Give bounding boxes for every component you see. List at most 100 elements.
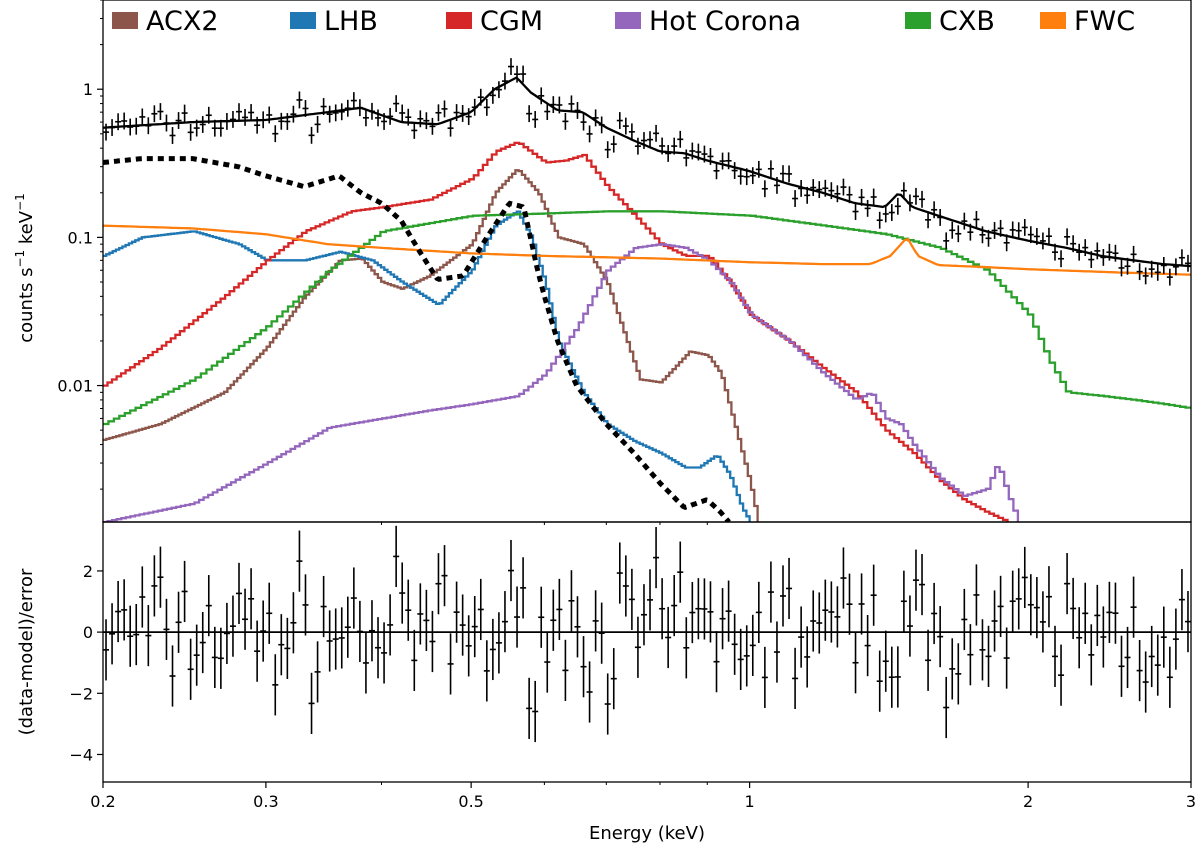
spectrum-datapoint: [326, 105, 333, 123]
spectrum-datapoint: [133, 117, 140, 135]
residual-point: [556, 578, 563, 641]
spectrum-datapoint: [967, 223, 974, 241]
spectrum-datapoint: [1130, 245, 1137, 263]
spectrum-datapoint: [423, 112, 430, 130]
residual-point: [1015, 568, 1022, 630]
residual-point: [1039, 591, 1046, 653]
spectrum-datapoint: [163, 114, 170, 132]
residual-point: [520, 557, 527, 619]
residual-point: [919, 554, 926, 616]
residual-point: [236, 562, 242, 625]
residual-point: [314, 641, 321, 703]
spectrum-datapoint: [441, 100, 448, 118]
spectrum-datapoint: [1166, 268, 1173, 286]
legend-swatch-fwc: [1040, 12, 1066, 29]
residual-point: [568, 570, 575, 632]
residual-point: [163, 598, 170, 660]
spectrum-datapoint: [882, 205, 889, 223]
spectrum-datapoint: [139, 108, 146, 126]
residual-point: [483, 640, 490, 702]
residual-point: [550, 589, 557, 651]
residual-point: [284, 617, 291, 679]
residual-point: [604, 673, 611, 735]
spectrum-datapoint: [236, 103, 242, 121]
residual-point: [991, 590, 998, 652]
spectrum-datapoint: [888, 204, 895, 221]
spectrum-datapoint: [483, 98, 490, 116]
residual-point: [115, 580, 122, 643]
residual-point: [937, 606, 944, 668]
residual-point: [459, 594, 466, 656]
residual-point: [302, 574, 309, 636]
residual-point: [332, 608, 339, 670]
spectrum-datapoint: [223, 112, 230, 130]
spectrum-datapoint: [532, 111, 539, 128]
residual-point: [647, 569, 654, 631]
residual-point: [477, 578, 484, 641]
spectrum-datapoint: [780, 165, 786, 183]
spectrum-datapoint: [550, 96, 557, 114]
residual-point: [254, 620, 261, 682]
residual-point: [1064, 553, 1071, 615]
spectrum-datapoint: [786, 165, 793, 183]
spectrum-datapoint: [435, 104, 442, 122]
spectrum-datapoint: [737, 167, 744, 185]
residual-point: [882, 630, 889, 692]
y-label-base: counts s: [16, 268, 37, 343]
residual-point: [701, 578, 708, 640]
spectrum-y-ticks: 0.01 0.1 1: [57, 0, 103, 490]
x-tick-label: 2: [1023, 792, 1033, 811]
residual-point: [683, 617, 690, 679]
spectrum-datapoint: [906, 194, 913, 212]
residual-point: [526, 677, 533, 739]
spectrum-datapoint: [677, 130, 684, 148]
spectrum-datapoint: [574, 102, 581, 119]
residual-point: [157, 546, 164, 608]
residual-point: [169, 645, 176, 707]
spectrum-datapoint: [109, 119, 116, 136]
residual-point: [858, 573, 865, 635]
energy-x-ticks: 0.2 0.3 0.5 1 2 3: [90, 522, 1196, 811]
y-label-mid: keV: [16, 210, 37, 250]
residual-point: [792, 647, 799, 710]
legend-label-fwc: FWC: [1074, 6, 1135, 37]
residual-y-tick-label: 2: [83, 562, 93, 581]
spectrum-datapoint: [501, 72, 508, 90]
spectrum-datapoint: [115, 113, 122, 131]
residual-points-group: [103, 525, 1191, 743]
spectrum-datapoint: [217, 119, 224, 137]
spectrum-datapoint: [199, 116, 206, 133]
spectrum-datapoint: [792, 190, 799, 207]
spectrum-datapoint: [731, 162, 738, 179]
spectrum-datapoint: [961, 212, 968, 230]
residual-point: [151, 555, 158, 617]
legend-entry-fwc: FWC: [1040, 6, 1135, 37]
spectrum-datapoint: [955, 225, 962, 243]
spectrum-datapoint: [665, 144, 672, 162]
residual-point: [223, 602, 230, 665]
residual-point: [786, 557, 793, 620]
residual-point: [187, 638, 194, 700]
spectrum-datapoint: [538, 87, 545, 105]
spectrum-datapoint: [193, 119, 200, 137]
spectrum-datapoint: [810, 179, 817, 196]
residual-point: [852, 632, 859, 694]
residual-point: [894, 646, 901, 708]
spectrum-datapoint: [338, 103, 345, 121]
residual-point: [393, 525, 400, 588]
spectrum-datapoint: [719, 152, 726, 170]
spectrum-datapoint: [852, 203, 859, 220]
residual-point: [1142, 651, 1149, 713]
residual-point: [1070, 577, 1077, 640]
spectrum-datapoint: [229, 110, 236, 128]
spectrum-datapoint: [647, 131, 654, 149]
residual-point: [356, 600, 363, 663]
residual-point: [677, 541, 684, 603]
residual-point: [121, 579, 128, 641]
spectrum-datapoint: [405, 108, 412, 126]
spectrum-datapoint: [1045, 227, 1052, 245]
residual-point: [514, 586, 521, 648]
spectrum-datapoint: [1064, 228, 1071, 246]
